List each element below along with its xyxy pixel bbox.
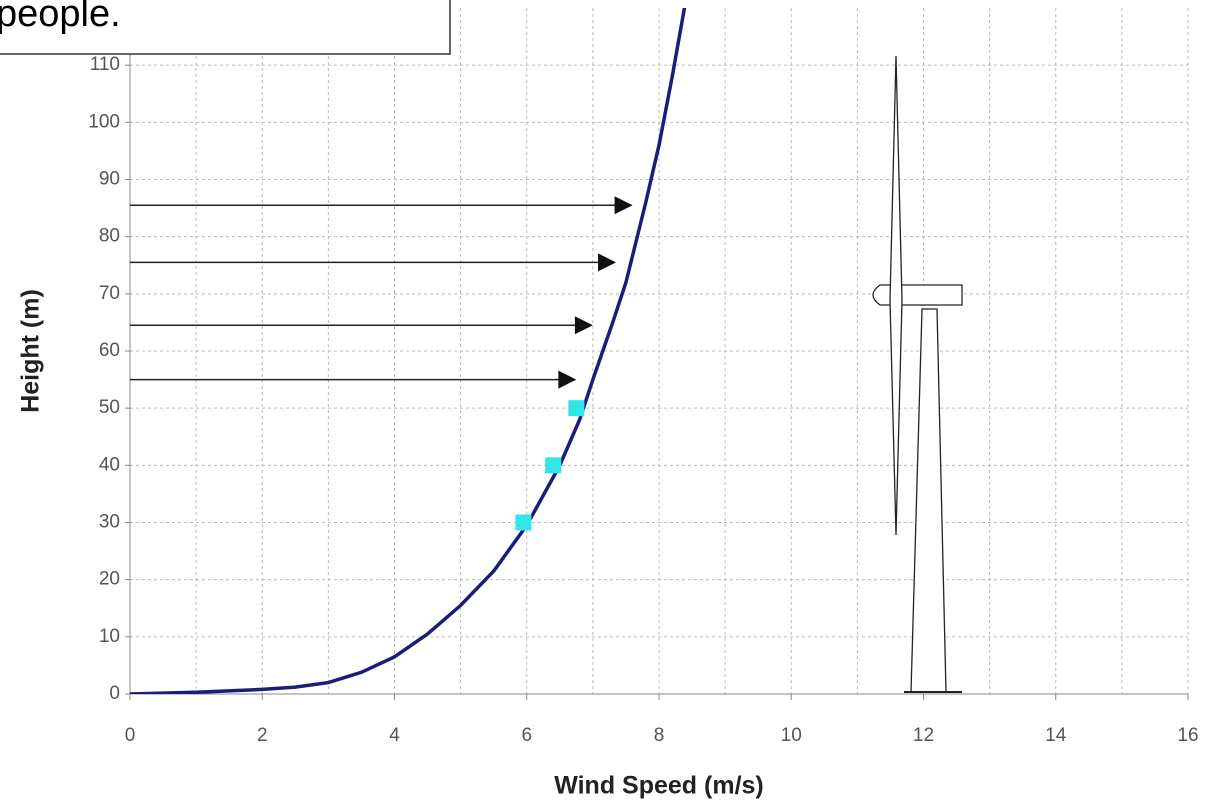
y-tick-label: 110 bbox=[90, 54, 120, 75]
annotation: people. bbox=[0, 0, 121, 35]
arrow-head bbox=[614, 196, 633, 215]
turbine-nacelle bbox=[872, 284, 963, 306]
y-tick-label: 0 bbox=[109, 683, 120, 704]
y-tick-label: 40 bbox=[99, 454, 120, 475]
y-tick-label: 60 bbox=[99, 340, 120, 361]
y-tick-label: 80 bbox=[99, 226, 120, 247]
x-tick-label: 4 bbox=[389, 725, 400, 746]
x-tick-label: 12 bbox=[913, 725, 934, 746]
y-tick-label: 10 bbox=[99, 626, 120, 647]
y-tick-label: 20 bbox=[99, 569, 120, 590]
arrow-head bbox=[598, 253, 617, 272]
x-tick-label: 2 bbox=[257, 725, 268, 746]
data-line bbox=[130, 8, 687, 694]
x-tick-label: 14 bbox=[1045, 725, 1067, 746]
y-tick-label: 30 bbox=[99, 512, 120, 533]
x-tick-label: 0 bbox=[125, 725, 136, 746]
marks bbox=[130, 8, 687, 694]
data-marker bbox=[515, 514, 532, 531]
x-tick-label: 8 bbox=[654, 725, 665, 746]
x-axis-title: Wind Speed (m/s) bbox=[554, 772, 764, 800]
y-tick-label: 70 bbox=[99, 283, 120, 304]
y-axis-title: Height (m) bbox=[17, 289, 45, 413]
y-tick-label: 100 bbox=[88, 111, 120, 132]
x-tick-label: 16 bbox=[1177, 725, 1198, 746]
arrow-head bbox=[574, 316, 593, 335]
data-marker bbox=[545, 457, 562, 474]
turbine-blade bbox=[889, 55, 903, 536]
x-tick-label: 6 bbox=[521, 725, 532, 746]
data-marker bbox=[568, 400, 585, 417]
y-tick-label: 50 bbox=[99, 397, 120, 418]
turbine bbox=[872, 55, 963, 693]
y-tick-label: 90 bbox=[99, 169, 120, 190]
arrow-head bbox=[558, 370, 577, 389]
annotation-box bbox=[0, 0, 451, 55]
x-tick-label: 10 bbox=[781, 725, 802, 746]
